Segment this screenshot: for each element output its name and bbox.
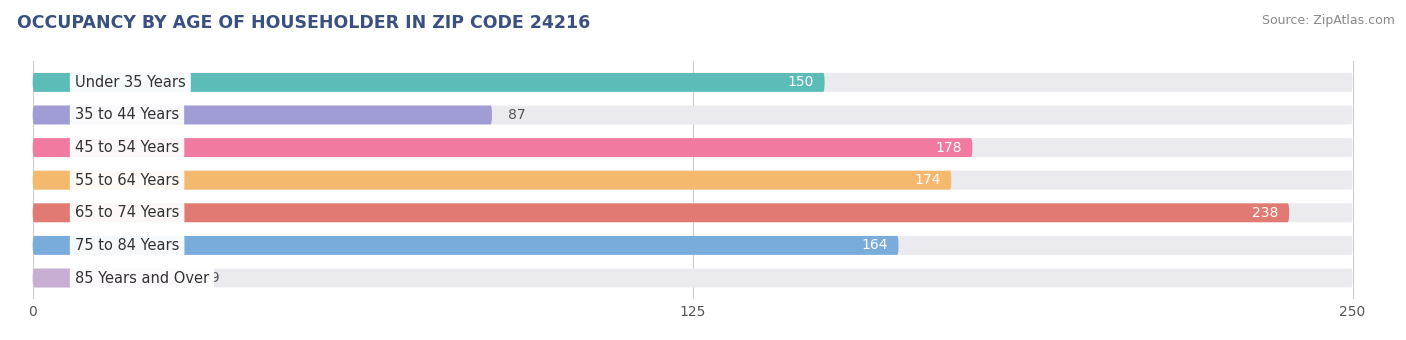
Text: 45 to 54 Years: 45 to 54 Years	[75, 140, 179, 155]
Text: 87: 87	[508, 108, 526, 122]
Text: 150: 150	[787, 75, 814, 89]
Text: 178: 178	[935, 141, 962, 155]
FancyBboxPatch shape	[32, 171, 952, 190]
Text: 55 to 64 Years: 55 to 64 Years	[75, 173, 179, 188]
FancyBboxPatch shape	[32, 73, 1353, 92]
FancyBboxPatch shape	[32, 73, 824, 92]
FancyBboxPatch shape	[32, 269, 1353, 287]
FancyBboxPatch shape	[32, 105, 1353, 124]
FancyBboxPatch shape	[32, 236, 898, 255]
Text: 85 Years and Over: 85 Years and Over	[75, 271, 209, 286]
FancyBboxPatch shape	[32, 138, 1353, 157]
Text: 164: 164	[862, 238, 889, 252]
Text: 29: 29	[201, 271, 219, 285]
FancyBboxPatch shape	[32, 236, 1353, 255]
Text: 174: 174	[914, 173, 941, 187]
Text: Source: ZipAtlas.com: Source: ZipAtlas.com	[1261, 14, 1395, 27]
Text: OCCUPANCY BY AGE OF HOUSEHOLDER IN ZIP CODE 24216: OCCUPANCY BY AGE OF HOUSEHOLDER IN ZIP C…	[17, 14, 591, 32]
FancyBboxPatch shape	[32, 138, 973, 157]
FancyBboxPatch shape	[32, 171, 1353, 190]
Text: 238: 238	[1253, 206, 1278, 220]
Text: 65 to 74 Years: 65 to 74 Years	[75, 205, 180, 220]
FancyBboxPatch shape	[32, 269, 186, 287]
Text: Under 35 Years: Under 35 Years	[75, 75, 186, 90]
Text: 35 to 44 Years: 35 to 44 Years	[75, 107, 179, 122]
FancyBboxPatch shape	[32, 105, 492, 124]
FancyBboxPatch shape	[32, 203, 1353, 222]
Text: 75 to 84 Years: 75 to 84 Years	[75, 238, 180, 253]
FancyBboxPatch shape	[32, 203, 1289, 222]
